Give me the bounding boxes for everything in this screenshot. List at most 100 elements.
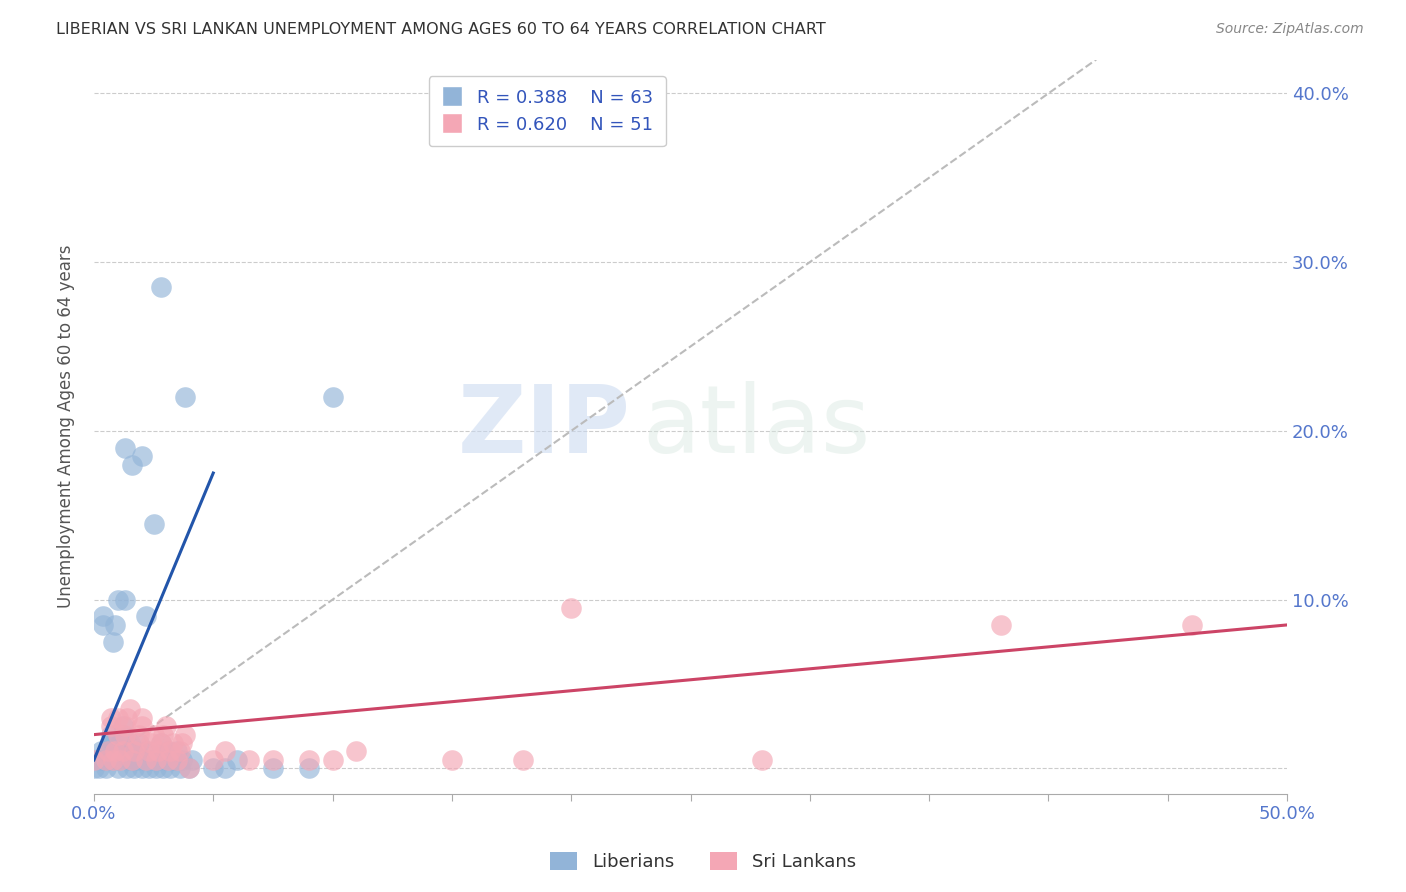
- Point: [298, 761, 321, 775]
- Text: Source: ZipAtlas.com: Source: ZipAtlas.com: [1216, 22, 1364, 37]
- Point: [111, 744, 134, 758]
- Point: [118, 744, 141, 758]
- Point: [108, 736, 131, 750]
- Point: [94, 753, 117, 767]
- Point: [108, 744, 131, 758]
- Point: [135, 744, 157, 758]
- Point: [156, 744, 179, 758]
- Point: [117, 761, 139, 775]
- Point: [107, 761, 129, 775]
- Point: [125, 753, 148, 767]
- Point: [172, 753, 194, 767]
- Point: [138, 744, 160, 758]
- Point: [128, 728, 150, 742]
- Point: [118, 736, 141, 750]
- Point: [131, 761, 153, 775]
- Point: [512, 753, 534, 767]
- Legend: R = 0.388    N = 63, R = 0.620    N = 51: R = 0.388 N = 63, R = 0.620 N = 51: [429, 76, 666, 146]
- Point: [100, 728, 122, 742]
- Point: [169, 744, 191, 758]
- Point: [156, 753, 179, 767]
- Point: [346, 744, 368, 758]
- Point: [155, 719, 177, 733]
- Point: [114, 592, 136, 607]
- Point: [97, 744, 120, 758]
- Point: [166, 753, 188, 767]
- Point: [121, 753, 143, 767]
- Point: [100, 711, 122, 725]
- Point: [238, 753, 260, 767]
- Point: [172, 736, 194, 750]
- Point: [97, 753, 120, 767]
- Point: [125, 744, 148, 758]
- Point: [104, 744, 127, 758]
- Point: [83, 753, 105, 767]
- Point: [262, 753, 284, 767]
- Point: [298, 753, 321, 767]
- Point: [166, 744, 188, 758]
- Text: atlas: atlas: [643, 381, 872, 473]
- Point: [93, 753, 115, 767]
- Point: [100, 736, 122, 750]
- Point: [214, 761, 236, 775]
- Point: [145, 761, 167, 775]
- Point: [87, 761, 110, 775]
- Point: [128, 736, 150, 750]
- Point: [173, 390, 195, 404]
- Point: [202, 761, 225, 775]
- Point: [135, 609, 157, 624]
- Point: [83, 761, 105, 775]
- Point: [141, 753, 163, 767]
- Point: [322, 753, 344, 767]
- Point: [94, 761, 117, 775]
- Point: [124, 744, 146, 758]
- Point: [101, 753, 124, 767]
- Point: [104, 618, 127, 632]
- Point: [83, 753, 105, 767]
- Point: [124, 761, 146, 775]
- Point: [155, 753, 177, 767]
- Point: [125, 736, 148, 750]
- Point: [159, 761, 181, 775]
- Point: [226, 753, 249, 767]
- Y-axis label: Unemployment Among Ages 60 to 64 years: Unemployment Among Ages 60 to 64 years: [58, 245, 75, 608]
- Point: [111, 719, 134, 733]
- Point: [214, 744, 236, 758]
- Point: [990, 618, 1012, 632]
- Point: [107, 753, 129, 767]
- Point: [107, 711, 129, 725]
- Point: [107, 728, 129, 742]
- Point: [111, 728, 134, 742]
- Point: [751, 753, 773, 767]
- Point: [138, 761, 160, 775]
- Text: ZIP: ZIP: [458, 381, 631, 473]
- Point: [202, 753, 225, 767]
- Point: [93, 609, 115, 624]
- Point: [149, 736, 172, 750]
- Point: [179, 761, 201, 775]
- Point: [179, 761, 201, 775]
- Point: [169, 761, 191, 775]
- Point: [93, 618, 115, 632]
- Point: [131, 711, 153, 725]
- Point: [97, 744, 120, 758]
- Point: [90, 753, 112, 767]
- Point: [145, 753, 167, 767]
- Point: [135, 753, 157, 767]
- Point: [131, 719, 153, 733]
- Point: [107, 592, 129, 607]
- Point: [162, 753, 184, 767]
- Point: [118, 753, 141, 767]
- Point: [560, 601, 582, 615]
- Point: [101, 635, 124, 649]
- Point: [132, 753, 155, 767]
- Point: [142, 728, 165, 742]
- Legend: Liberians, Sri Lankans: Liberians, Sri Lankans: [543, 845, 863, 879]
- Text: LIBERIAN VS SRI LANKAN UNEMPLOYMENT AMONG AGES 60 TO 64 YEARS CORRELATION CHART: LIBERIAN VS SRI LANKAN UNEMPLOYMENT AMON…: [56, 22, 825, 37]
- Point: [148, 744, 170, 758]
- Point: [114, 728, 136, 742]
- Point: [262, 761, 284, 775]
- Point: [108, 753, 131, 767]
- Point: [162, 736, 184, 750]
- Point: [117, 711, 139, 725]
